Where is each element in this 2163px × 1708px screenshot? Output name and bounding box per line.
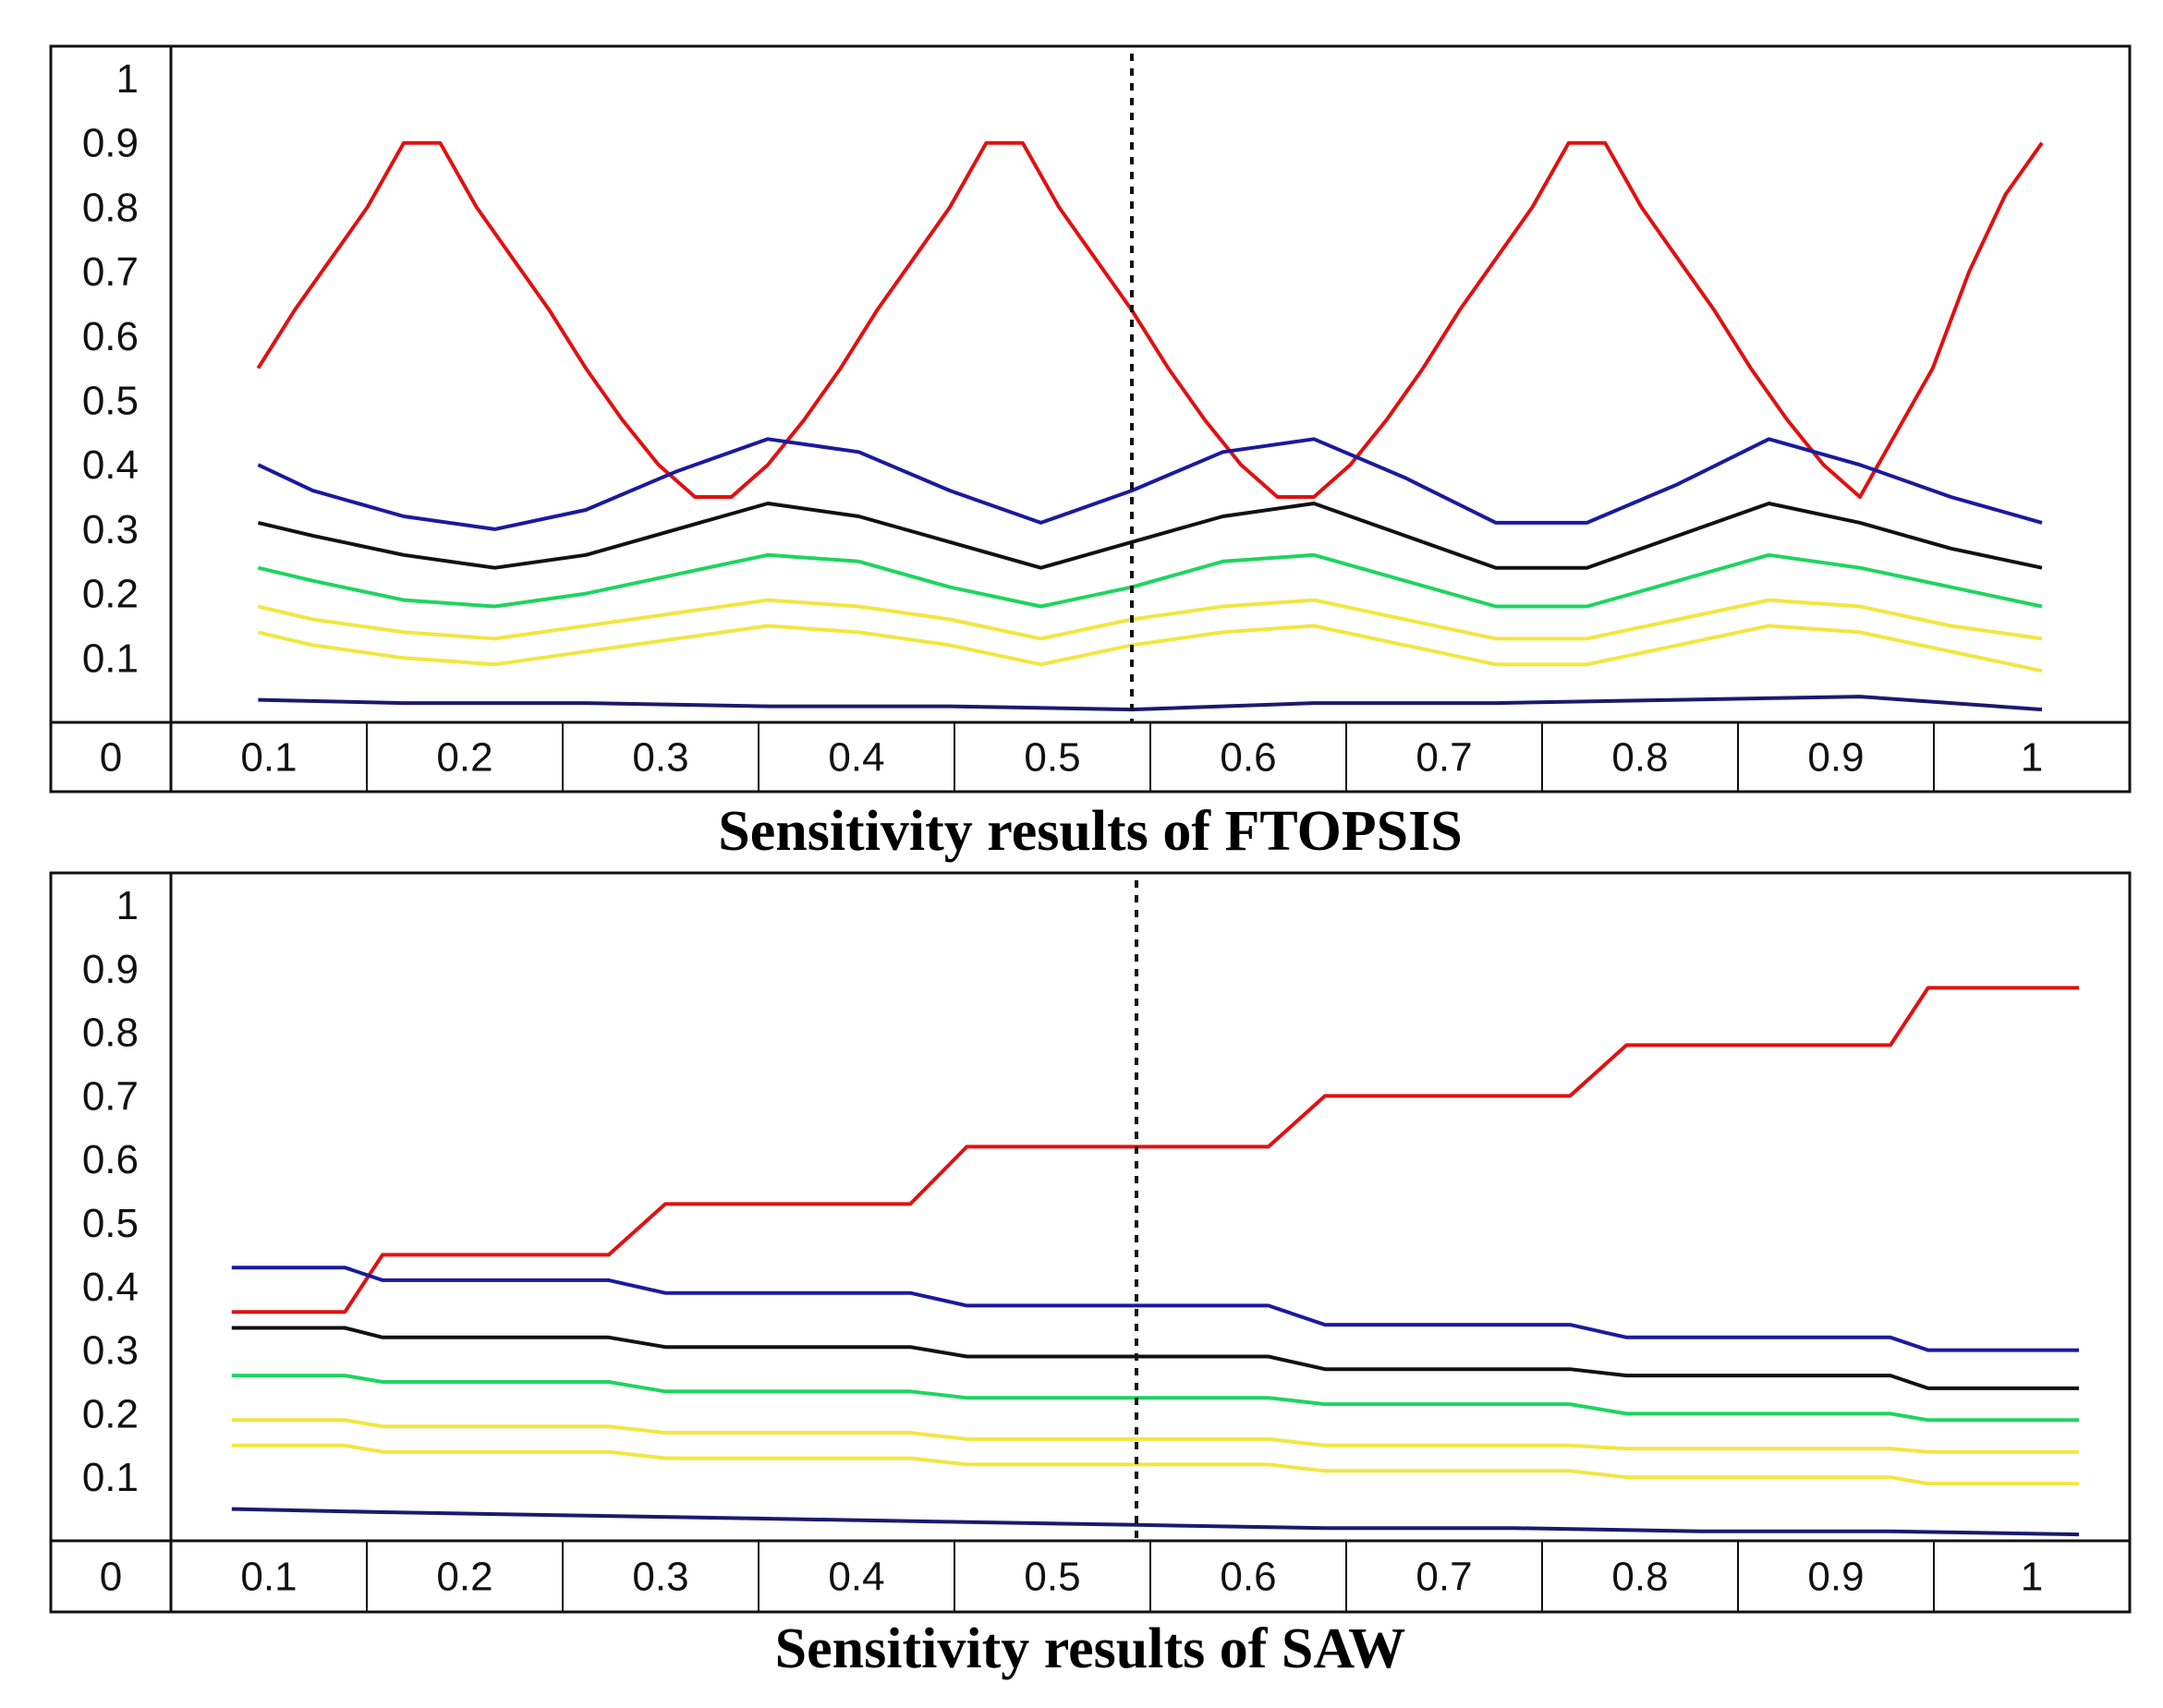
series-line-blue <box>231 1266 2079 1352</box>
y-tick-label: 0.6 <box>82 1137 139 1182</box>
x-tick-label: 0.2 <box>436 735 492 781</box>
y-tick-label: 0.9 <box>82 947 139 992</box>
x-tick-label: 0.4 <box>828 735 884 781</box>
series-line-black <box>231 1326 2079 1390</box>
x-tick-label: 0.3 <box>632 1555 688 1600</box>
x-tick-label: 0.1 <box>240 1555 297 1600</box>
y-tick-label: 0.8 <box>82 1011 139 1056</box>
y-tick-label: 0.5 <box>82 379 139 424</box>
y-tick-label: 0.8 <box>82 185 139 230</box>
series-line-yellow <box>231 1418 2079 1454</box>
x-tick-label: 0.6 <box>1220 735 1276 781</box>
saw-chart: 0 0.1 0.2 0.3 0.4 0.5 0.6 0.7 0.8 0.9 1 0.1 0.2 0.3 0.… <box>49 871 2132 1680</box>
x-tick-label: 0.2 <box>436 1555 492 1600</box>
series-line-green <box>231 1374 2079 1423</box>
x-tick-label: 0.9 <box>1807 735 1864 781</box>
y-tick-label: 0.6 <box>82 314 139 359</box>
y-tick-label: 0.2 <box>82 1391 139 1436</box>
x-tick-label: 0.1 <box>240 735 297 781</box>
x-tick-label: 1 <box>2021 735 2043 781</box>
y-tick-label: 0.1 <box>82 636 139 681</box>
x-tick-label: 0.7 <box>1416 1555 1472 1600</box>
x-tick-label: 0.4 <box>828 1555 884 1600</box>
series-line-red <box>256 140 2044 499</box>
ftopsis-chart: 0 0.1 0.2 0.3 0.4 0.5 0.6 0.7 0.8 0.9 1 0.1 0.2 0.3 0.… <box>49 44 2132 863</box>
y-tick-label: 0.7 <box>82 1073 139 1119</box>
chart-title: Sensitivity results of FTOPSIS <box>718 800 1463 863</box>
series-line-red <box>231 986 2079 1314</box>
x-tick-label: 0.8 <box>1611 735 1668 781</box>
x-tick-label: 0.6 <box>1220 1555 1276 1600</box>
x-tick-label: 0 <box>100 735 122 781</box>
chart-frame <box>49 44 2132 793</box>
y-tick-label: 0.5 <box>82 1201 139 1246</box>
y-tick-label: 0.3 <box>82 507 139 552</box>
x-tick-label: 0 <box>100 1555 122 1600</box>
y-tick-label: 0.4 <box>82 1265 139 1310</box>
x-tick-label: 0.5 <box>1024 735 1080 781</box>
series-line-yellow-2 <box>231 1443 2079 1486</box>
x-tick-label: 0.3 <box>632 735 688 781</box>
y-tick-label: 0.2 <box>82 572 139 617</box>
y-tick-label: 0.9 <box>82 121 139 166</box>
x-tick-label: 0.7 <box>1416 735 1472 781</box>
y-tick-label: 1 <box>116 56 139 102</box>
x-tick-label: 0.8 <box>1611 1555 1668 1600</box>
x-tick-label: 0.9 <box>1807 1555 1864 1600</box>
series-line-blue <box>257 437 2043 531</box>
series-line-navy-low <box>231 1507 2080 1537</box>
y-tick-label: 0.1 <box>82 1455 139 1500</box>
chart-title: Sensitivity results of SAW <box>775 1617 1406 1680</box>
y-tick-label: 1 <box>116 883 139 928</box>
chart-frame <box>49 871 2132 1614</box>
x-tick-label: 1 <box>2021 1555 2043 1600</box>
y-tick-label: 0.4 <box>82 442 139 488</box>
x-tick-label: 0.5 <box>1024 1555 1080 1600</box>
y-tick-label: 0.3 <box>82 1328 139 1374</box>
y-tick-label: 0.7 <box>82 249 139 295</box>
